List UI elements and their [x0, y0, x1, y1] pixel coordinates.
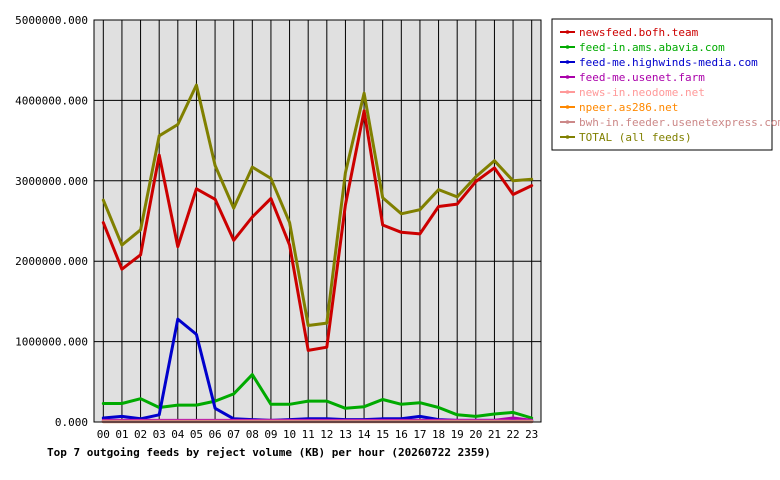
- legend-box: [551, 18, 773, 151]
- x-tick-label: 12: [320, 428, 333, 441]
- legend: newsfeed.bofh.team feed-in.ams.abavia.com…: [551, 18, 780, 151]
- y-tick-label: 1000000.000: [15, 336, 88, 349]
- x-tick-label: 10: [283, 428, 296, 441]
- x-tick-label: 13: [339, 428, 352, 441]
- x-axis-ticks: 00 01 02 03 04 05 06 07 08 09 10 11 12 13 14 15 16 17 18 19…: [97, 428, 539, 441]
- x-tick-label: 09: [264, 428, 277, 441]
- series-line: [101, 109, 534, 352]
- x-tick-label: 16: [395, 428, 408, 441]
- legend-marker: [565, 30, 570, 34]
- x-tick-label: 20: [469, 428, 482, 441]
- x-tick-label: 22: [506, 428, 519, 441]
- x-tick-label: 05: [190, 428, 203, 441]
- x-tick-label: 01: [115, 428, 128, 441]
- legend-label: npeer.as286.net: [579, 101, 678, 114]
- plot-border: [93, 19, 542, 423]
- legend-marker: [565, 120, 570, 124]
- x-tick-label: 21: [488, 428, 501, 441]
- y-tick-label: 0.000: [55, 416, 88, 429]
- legend-marker: [565, 105, 570, 109]
- x-tick-label: 02: [134, 428, 147, 441]
- plot-background: [94, 20, 541, 422]
- series-line: [101, 83, 534, 327]
- legend-label: bwh-in.feeder.usenetexpress.com: [579, 116, 780, 129]
- y-axis-ticks: 0.000 1000000.000 2000000.000 3000000.000 40…: [15, 14, 88, 429]
- x-tick-label: 17: [413, 428, 426, 441]
- x-tick-label: 08: [246, 428, 259, 441]
- legend-marker: [565, 45, 570, 49]
- y-tick-label: 5000000.000: [15, 14, 88, 27]
- legend-label: feed-me.usenet.farm: [579, 71, 705, 84]
- x-tick-label: 00: [97, 428, 110, 441]
- chart-title: Top 7 outgoing feeds by reject volume (K…: [47, 446, 491, 459]
- legend-marker: [565, 90, 570, 94]
- x-tick-label: 03: [153, 428, 166, 441]
- series-line: [101, 373, 534, 420]
- y-tick-label: 2000000.000: [15, 255, 88, 268]
- x-tick-label: 04: [171, 428, 185, 441]
- legend-label: news-in.neodome.net: [579, 86, 705, 99]
- x-tick-label: 11: [302, 428, 315, 441]
- x-tick-label: 06: [208, 428, 221, 441]
- legend-label: feed-in.ams.abavia.com: [579, 41, 725, 54]
- x-tick-label: 14: [357, 428, 371, 441]
- legend-label: TOTAL (all feeds): [579, 131, 692, 144]
- y-tick-label: 3000000.000: [15, 175, 88, 188]
- x-tick-label: 23: [525, 428, 538, 441]
- x-tick-label: 19: [451, 428, 464, 441]
- y-tick-label: 4000000.000: [15, 94, 88, 107]
- legend-marker: [565, 135, 570, 139]
- legend-label: feed-me.highwinds-media.com: [579, 56, 758, 69]
- legend-label: newsfeed.bofh.team: [579, 26, 699, 39]
- legend-marker: [565, 75, 570, 79]
- x-tick-label: 15: [376, 428, 389, 441]
- x-tick-label: 18: [432, 428, 445, 441]
- legend-marker: [565, 60, 570, 64]
- x-tick-label: 07: [227, 428, 240, 441]
